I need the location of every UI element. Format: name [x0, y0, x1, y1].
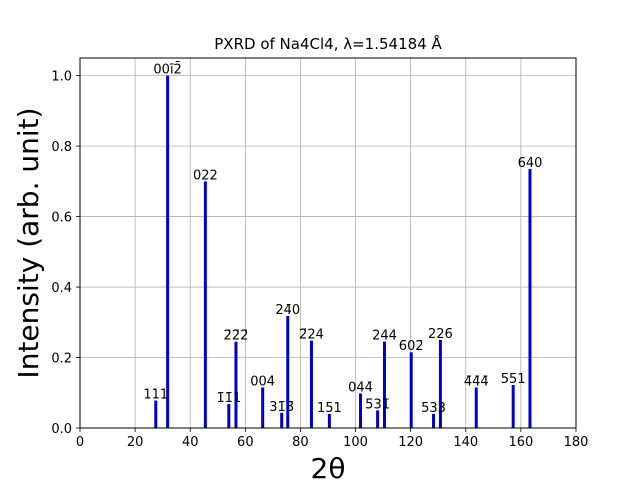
x-tick-label: 0 — [76, 435, 84, 450]
x-tick-label: 140 — [453, 435, 478, 450]
peak-label: 111 — [143, 388, 168, 403]
y-tick-label: 0.0 — [51, 422, 72, 437]
y-tick-label: 0.6 — [51, 211, 72, 226]
peak-bar — [327, 413, 331, 428]
peak-bar — [166, 75, 170, 428]
peak-bar — [409, 352, 413, 428]
peak-bar — [154, 400, 158, 428]
peak-label: 244 — [372, 329, 397, 344]
x-tick-label: 120 — [398, 435, 423, 450]
chart-title: PXRD of Na4Cl4, λ=1.54184 Å — [214, 34, 442, 53]
peak-label: 5̄5̄1 — [501, 372, 526, 387]
peak-bar — [286, 315, 290, 428]
peak-label: 6̄40 — [518, 156, 543, 171]
peak-labels: 111 00ī2̄ 022 1̄1̄1 2̄2̄2̄ 004 31̄3̄ 24̄0 2̄24 15… — [143, 62, 542, 416]
peak-bar — [234, 341, 238, 428]
peak-label: 24̄0 — [275, 303, 300, 318]
peak-label: 044̄ — [348, 380, 373, 395]
peak-bar — [511, 385, 515, 428]
x-tick-label: 60 — [237, 435, 254, 450]
peak-bar — [438, 339, 442, 428]
peak-label: 022 — [193, 168, 218, 183]
peak-label: 1̄1̄1 — [216, 391, 241, 406]
peak-bar — [261, 387, 265, 428]
y-tick-label: 0.4 — [51, 281, 72, 296]
peak-label: 6̄02̄ — [399, 339, 424, 354]
peak-label: 004 — [250, 374, 275, 389]
peak-bar — [280, 412, 284, 428]
y-tick-label: 0.2 — [51, 352, 72, 367]
y-axis-ticks: 0.0 0.2 0.4 0.6 0.8 1.0 — [51, 70, 80, 437]
y-tick-label: 0.8 — [51, 140, 72, 155]
x-tick-label: 80 — [292, 435, 309, 450]
peak-bars — [154, 75, 532, 428]
peak-label: 151 — [317, 401, 342, 416]
x-axis-label: 2θ — [311, 452, 346, 480]
x-tick-label: 100 — [343, 435, 368, 450]
x-tick-label: 160 — [508, 435, 533, 450]
peak-label: 2̄24 — [299, 328, 324, 343]
peak-bar — [309, 340, 313, 428]
peak-bar — [474, 387, 478, 428]
peak-bar — [359, 393, 363, 428]
peak-label: 4̄4̄4̄ — [464, 374, 489, 389]
x-tick-label: 40 — [182, 435, 199, 450]
peak-bar — [528, 169, 532, 428]
y-axis-label: Intensity (arb. unit) — [12, 107, 45, 378]
peak-bar — [376, 410, 380, 428]
peak-label: 5̄31̄ — [365, 397, 390, 412]
axes-frame — [79, 57, 577, 429]
peak-label: 533 — [421, 401, 446, 416]
peak-label: 31̄3̄ — [269, 400, 294, 415]
x-tick-label: 20 — [127, 435, 144, 450]
peak-label: 00ī2̄ — [153, 62, 181, 77]
peak-label: 2̄2̄2̄ — [224, 329, 249, 344]
x-axis-ticks: 0 20 40 60 80 100 120 140 160 180 — [76, 428, 589, 450]
peak-bar — [432, 413, 436, 428]
peak-label: 226̄ — [428, 327, 453, 342]
peak-bar — [203, 181, 207, 428]
peak-bar — [382, 341, 386, 428]
peak-bar — [227, 404, 231, 428]
x-tick-label: 180 — [564, 435, 589, 450]
y-tick-label: 1.0 — [51, 70, 72, 85]
